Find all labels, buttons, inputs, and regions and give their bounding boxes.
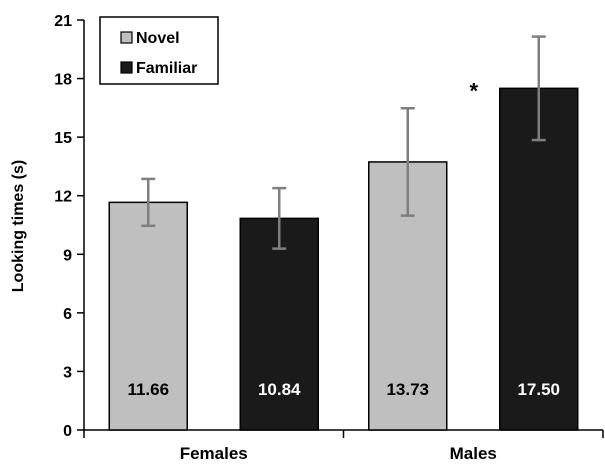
data-label-familiar-males: 17.50 — [517, 380, 560, 399]
bar-novel-females — [108, 201, 188, 431]
x-tick-label-females: Females — [180, 444, 248, 463]
legend-box — [99, 16, 219, 85]
annotation-0: * — [469, 78, 478, 103]
bars — [108, 87, 579, 431]
y-tick-label-3: 3 — [63, 364, 72, 381]
y-tick-label-6: 6 — [63, 306, 72, 323]
y-tick-label-21: 21 — [54, 13, 72, 30]
legend-swatch-novel — [120, 31, 133, 44]
bar-familiar-males — [499, 87, 579, 431]
legend-label-novel: Novel — [136, 30, 180, 47]
y-tick-label-12: 12 — [54, 189, 72, 206]
y-tick-label-0: 0 — [63, 423, 72, 440]
y-tick-label-9: 9 — [63, 247, 72, 264]
legend-label-familiar: Familiar — [136, 60, 197, 77]
error-bars — [141, 35, 546, 250]
y-tick-label-15: 15 — [54, 130, 72, 147]
y-tick-label-18: 18 — [54, 72, 72, 89]
y-axis: 0 3 6 9 12 15 18 21 — [54, 13, 85, 440]
bar-familiar-females — [239, 217, 319, 431]
legend: Novel Familiar — [99, 16, 219, 85]
data-labels: 11.66 10.84 13.73 17.50 — [127, 380, 560, 399]
data-label-novel-females: 11.66 — [127, 380, 169, 399]
data-label-familiar-females: 10.84 — [258, 380, 301, 399]
data-label-novel-males: 13.73 — [386, 380, 429, 399]
annotations: * — [469, 78, 478, 103]
y-axis-title: Looking times (s) — [10, 160, 27, 292]
x-tick-label-males: Males — [450, 444, 497, 463]
legend-swatch-familiar — [120, 61, 133, 74]
x-axis: Females Males — [83, 429, 604, 463]
